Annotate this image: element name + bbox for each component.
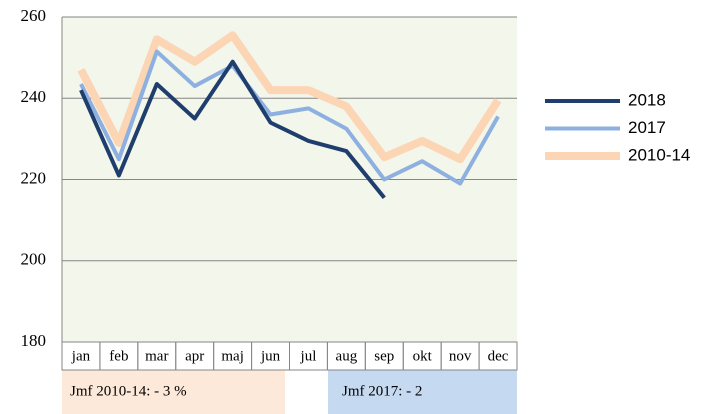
y-tick-label: 220 xyxy=(21,168,47,187)
annotation-box xyxy=(62,370,285,414)
x-tick-label: jul xyxy=(300,348,317,364)
legend-label: 2018 xyxy=(628,90,666,109)
x-tick-label: mar xyxy=(145,348,168,364)
x-tick-label: nov xyxy=(449,348,472,364)
y-tick-label: 240 xyxy=(21,87,47,106)
series-line xyxy=(77,31,502,164)
annotation-box xyxy=(328,370,517,414)
x-tick-label: sep xyxy=(374,348,394,364)
x-tick-label: feb xyxy=(109,348,128,364)
x-tick-label: dec xyxy=(488,348,509,364)
x-tick-label: jun xyxy=(260,348,281,364)
y-tick-label: 200 xyxy=(21,250,47,269)
series-line xyxy=(79,49,500,186)
x-tick-label: maj xyxy=(221,348,244,364)
legend-label: 2017 xyxy=(628,118,666,137)
x-tick-label: apr xyxy=(185,348,204,364)
y-tick-label: 180 xyxy=(21,331,47,350)
category-cell xyxy=(478,341,518,371)
legend-label: 2010-14 xyxy=(628,145,690,164)
x-tick-label: jan xyxy=(71,348,91,364)
annotation: Jmf 2010-14: - 3 % xyxy=(70,383,187,399)
y-tick-label: 260 xyxy=(21,6,47,25)
x-tick-label: okt xyxy=(413,348,433,364)
x-tick-label: aug xyxy=(336,348,358,364)
annotation: Jmf 2017: - 2 xyxy=(342,383,422,399)
series-line xyxy=(79,59,386,200)
